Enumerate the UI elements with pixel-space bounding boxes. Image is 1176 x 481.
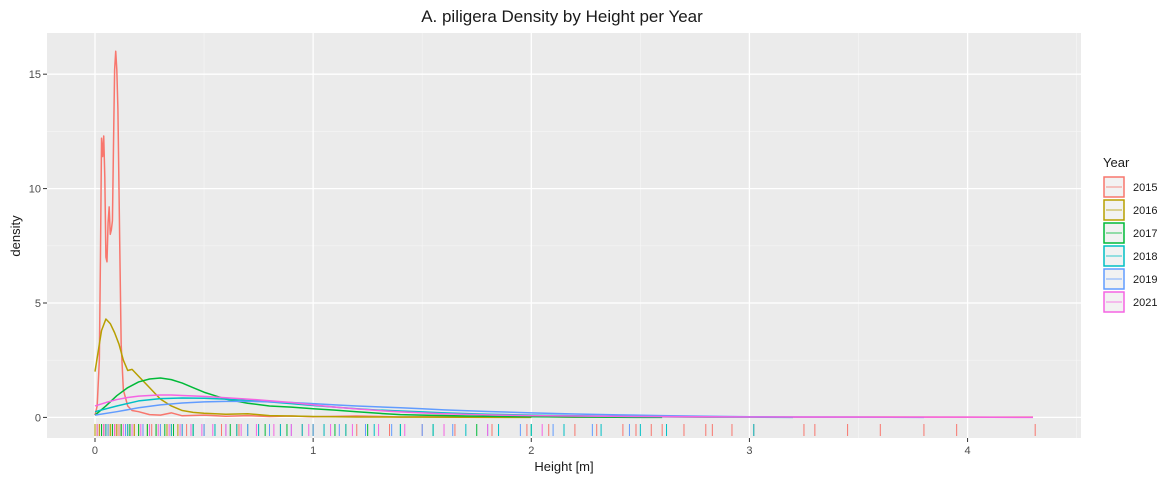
x-tick-label: 3 — [746, 445, 752, 457]
legend-label-2015: 2015 — [1133, 182, 1157, 194]
x-axis: 0 1 2 3 4 — [92, 438, 971, 457]
legend-title: Year — [1103, 155, 1130, 170]
grid-minor — [47, 33, 1081, 438]
y-tick-label: 0 — [35, 412, 41, 424]
y-tick-label: 15 — [29, 69, 41, 81]
legend-label-2019: 2019 — [1133, 274, 1157, 286]
density-line-2021 — [94, 394, 1034, 419]
legend: Year 2015 2016 2017 2018 2019 2021 — [1103, 155, 1157, 313]
y-tick-label: 10 — [29, 184, 41, 196]
legend-label-2018: 2018 — [1133, 251, 1157, 263]
legend-label-2017: 2017 — [1133, 228, 1157, 240]
legend-label-2021: 2021 — [1133, 297, 1157, 309]
y-tick-label: 5 — [35, 298, 41, 310]
x-tick-label: 4 — [965, 445, 971, 457]
legend-label-2016: 2016 — [1133, 205, 1157, 217]
density-line-2016 — [94, 318, 532, 419]
x-tick-label: 1 — [310, 445, 316, 457]
chart-title: A. piligera Density by Height per Year — [421, 7, 703, 26]
x-axis-title: Height [m] — [534, 459, 593, 474]
x-tick-label: 0 — [92, 445, 98, 457]
x-tick-label: 2 — [528, 445, 534, 457]
y-axis: 0 5 10 15 — [29, 69, 47, 424]
rug-layer — [94, 424, 1036, 436]
density-lines — [94, 50, 1034, 419]
y-axis-title: density — [8, 215, 23, 257]
plot-panel — [47, 33, 1081, 438]
